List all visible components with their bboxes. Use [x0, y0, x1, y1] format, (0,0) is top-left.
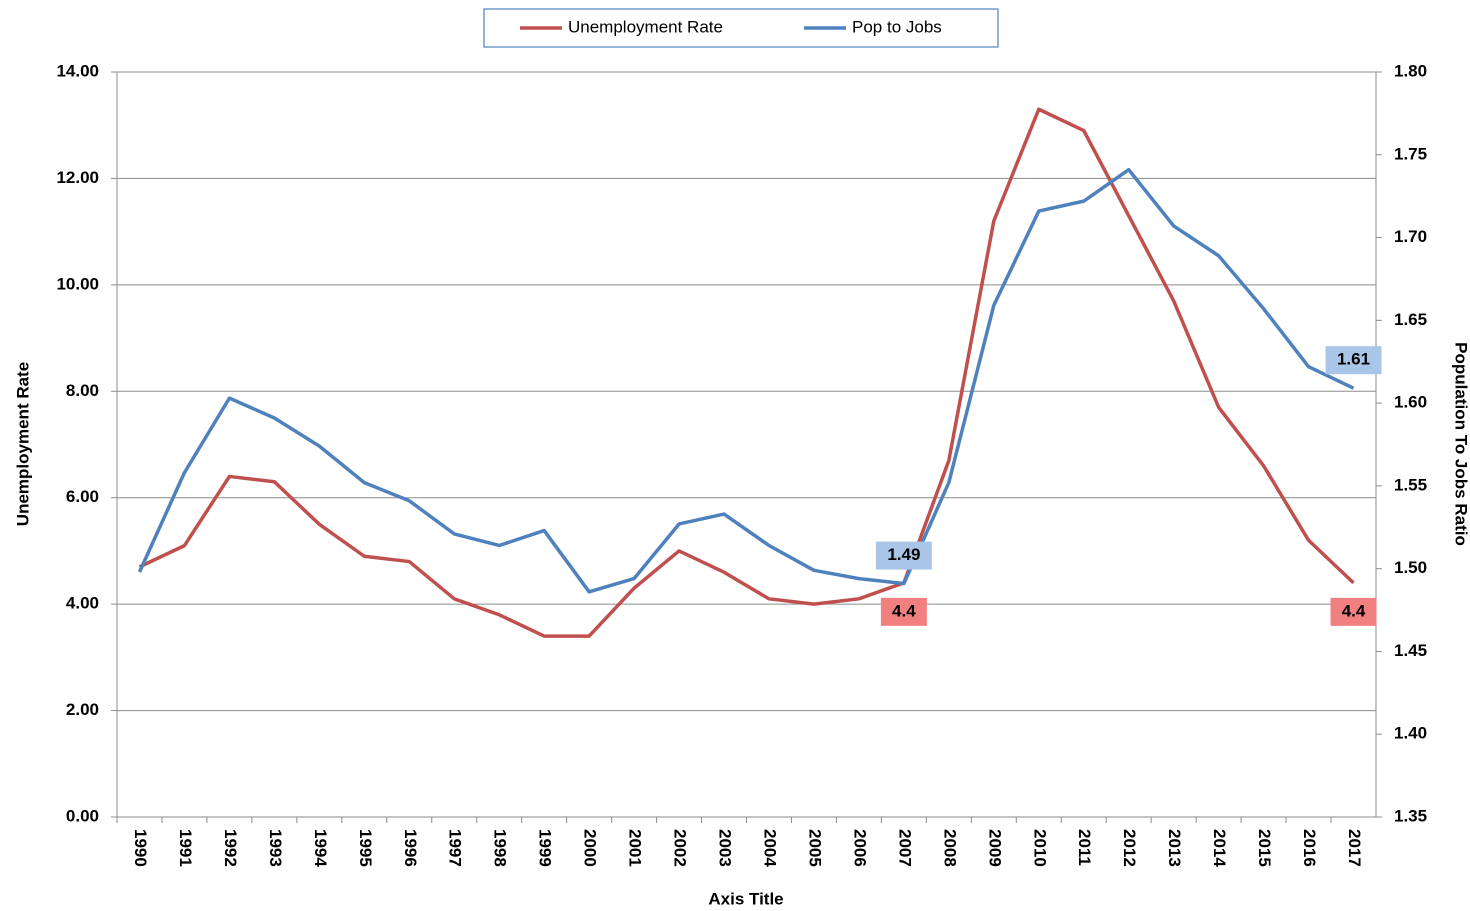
data-label-bg [1330, 597, 1377, 626]
x-tick-label: 2002 [671, 829, 690, 867]
x-tick-label: 2009 [985, 829, 1004, 867]
x-tick-label: 2003 [716, 829, 735, 867]
series-line [138, 107, 1355, 638]
x-tick-label: 1991 [176, 829, 195, 867]
y2-tick-label: 1.35 [1394, 806, 1427, 825]
data-label-bg [875, 541, 932, 570]
x-tick-label: 2010 [1030, 829, 1049, 867]
x-tick-label: 1996 [401, 829, 420, 867]
x-tick-label: 2001 [626, 829, 645, 867]
y-tick-label: 10.00 [56, 274, 99, 293]
data-label-bg [1325, 346, 1382, 375]
x-tick-label: 1993 [266, 829, 285, 867]
x-tick-label: 1997 [446, 829, 465, 867]
y2-tick-label: 1.65 [1394, 310, 1427, 329]
y-tick-label: 14.00 [56, 61, 99, 80]
data-label: 1.61 [1337, 350, 1370, 369]
x-tick-label: 2016 [1300, 829, 1319, 867]
x-tick-label: 1990 [131, 829, 150, 867]
y-tick-label: 0.00 [66, 806, 99, 825]
x-tick-label: 2008 [940, 829, 959, 867]
y2-tick-label: 1.55 [1394, 475, 1427, 494]
x-tick-label: 1998 [491, 829, 510, 867]
x-tick-label: 1994 [311, 829, 330, 867]
y-axis-title: Unemployment Rate [13, 362, 32, 526]
y2-tick-label: 1.60 [1394, 393, 1427, 412]
legend-label: Pop to Jobs [852, 17, 942, 36]
x-tick-label: 1992 [221, 829, 240, 867]
x-tick-label: 2015 [1255, 829, 1274, 867]
x-tick-label: 2006 [850, 829, 869, 867]
y2-tick-label: 1.50 [1394, 558, 1427, 577]
data-label-bg [880, 597, 927, 626]
data-label: 1.49 [887, 545, 920, 564]
y-tick-label: 2.00 [66, 700, 99, 719]
y-tick-label: 6.00 [66, 487, 99, 506]
y-tick-label: 12.00 [56, 168, 99, 187]
x-tick-label: 2012 [1120, 829, 1139, 867]
x-tick-label: 2000 [581, 829, 600, 867]
x-tick-label: 2005 [805, 829, 824, 867]
x-tick-label: 2011 [1075, 829, 1094, 866]
x-tick-label: 2017 [1345, 829, 1364, 867]
x-axis-title: Axis Title [708, 889, 783, 908]
y2-tick-label: 1.70 [1394, 227, 1427, 246]
y2-tick-label: 1.45 [1394, 641, 1427, 660]
y2-tick-label: 1.80 [1394, 61, 1427, 80]
legend-box [483, 8, 999, 48]
y2-axis-title: Population To Jobs Ratio [1452, 342, 1470, 546]
legend-label: Unemployment Rate [568, 17, 723, 36]
y-tick-label: 8.00 [66, 381, 99, 400]
plot-border [116, 71, 1377, 818]
x-tick-label: 2004 [760, 829, 779, 867]
y2-tick-label: 1.75 [1394, 144, 1427, 163]
x-tick-label: 1999 [536, 829, 555, 867]
x-tick-label: 2013 [1165, 829, 1184, 867]
data-label: 4.4 [1342, 601, 1366, 620]
data-label: 4.4 [892, 601, 916, 620]
series-line [137, 167, 1355, 594]
x-tick-label: 1995 [356, 829, 375, 867]
y2-tick-label: 1.40 [1394, 724, 1427, 743]
x-tick-label: 2014 [1210, 829, 1229, 867]
y-tick-label: 4.00 [66, 594, 99, 613]
x-tick-label: 2007 [895, 829, 914, 867]
